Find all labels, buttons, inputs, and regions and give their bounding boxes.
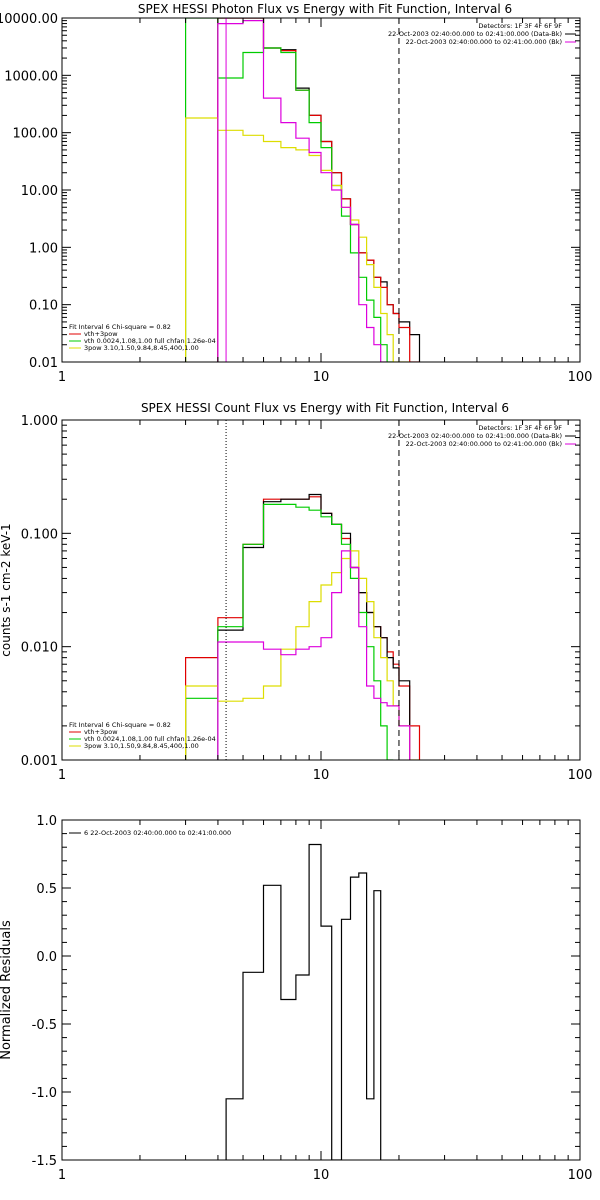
count-flux-panel: SPEX HESSI Count Flux vs Energy with Fit… bbox=[0, 401, 592, 783]
count-flux-x-tick-label: 10 bbox=[313, 768, 330, 783]
count-flux-y-tick-label: 0.010 bbox=[21, 641, 58, 656]
count-flux-series-layer bbox=[185, 493, 421, 760]
residuals-x-tick-label: 100 bbox=[568, 1168, 593, 1183]
count-flux-legend-right-text: 22-Oct-2003 02:40:00.000 to 02:41:00.000… bbox=[388, 432, 562, 440]
count-flux-axes: 1 10 100 0.001 0.010 0.100 1.000 bbox=[21, 414, 593, 783]
photon-flux-plot-area bbox=[185, 18, 421, 362]
photon-flux-series-2 bbox=[185, 18, 394, 362]
photon-flux-legend-left-text: 3pow 3.10,1.50,9.84,8.45,400,1.00 bbox=[84, 344, 199, 352]
photon-flux-legend-right-text: Detectors: 1F 3F 4F 6F 9F bbox=[478, 22, 562, 30]
residuals-x-tick-label: 1 bbox=[58, 1168, 66, 1183]
photon-flux-legend-left-text: vth 0.0024,1.08,1.00 full chfan 1.26e-04 bbox=[84, 337, 216, 345]
count-flux-plot-area bbox=[185, 420, 421, 760]
photon-flux-y-tick-label: 0.01 bbox=[29, 356, 58, 371]
photon-flux-legend-left: Fit Interval 6 Chi-square = 0.82vth+3pow… bbox=[69, 323, 216, 352]
photon-flux-legend-left-text: Fit Interval 6 Chi-square = 0.82 bbox=[69, 323, 171, 331]
photon-flux-x-tick-label: 10 bbox=[313, 370, 330, 385]
photon-flux-panel: SPEX HESSI Photon Flux vs Energy with Fi… bbox=[0, 2, 592, 385]
photon-flux-y-tick-label: 0.10 bbox=[29, 299, 58, 314]
photon-flux-title: SPEX HESSI Photon Flux vs Energy with Fi… bbox=[138, 2, 512, 16]
count-flux-legend-right-text: 22-Oct-2003 02:40:00.000 to 02:41:00.000… bbox=[406, 440, 562, 448]
photon-flux-legend-right-text: 22-Oct-2003 02:40:00.000 to 02:41:00.000… bbox=[406, 38, 562, 46]
count-flux-y-tick-label: 0.100 bbox=[21, 527, 58, 542]
count-flux-y-tick-label: 0.001 bbox=[21, 754, 58, 769]
count-flux-legend-left-text: 3pow 3.10,1.50,9.84,8.45,400,1.00 bbox=[84, 742, 199, 750]
residuals-x-tick-label: 10 bbox=[313, 1168, 330, 1183]
photon-flux-series-4 bbox=[217, 20, 388, 362]
count-flux-legend-left-text: vth+3pow bbox=[84, 728, 118, 736]
photon-flux-series-3 bbox=[185, 117, 410, 362]
count-flux-x-tick-label: 1 bbox=[58, 768, 66, 783]
residuals-plot-area bbox=[225, 843, 382, 1160]
residuals-panel: Normalized Residuals 1 10 100 -1.5 -1.0 -0.5 0… bbox=[0, 814, 592, 1183]
photon-flux-y-tick-label: 10000.00 bbox=[0, 12, 58, 27]
count-flux-y-tick-label: 1.000 bbox=[21, 414, 58, 429]
count-flux-legend-left: Fit Interval 6 Chi-square = 0.82vth+3pow… bbox=[69, 721, 216, 750]
count-flux-series-4 bbox=[217, 550, 411, 760]
photon-flux-x-tick-label: 1 bbox=[58, 370, 66, 385]
photon-flux-vline-layer bbox=[225, 18, 400, 362]
count-flux-y-axis-label: counts s-1 cm-2 keV-1 bbox=[0, 523, 13, 656]
count-flux-series-2 bbox=[185, 503, 394, 760]
residuals-y-tick-label: -1.5 bbox=[32, 1154, 57, 1169]
count-flux-legend-right-text: Detectors: 1F 3F 4F 6F 9F bbox=[478, 424, 562, 432]
photon-flux-y-tick-label: 10.00 bbox=[21, 184, 58, 199]
residuals-y-tick-label: 1.0 bbox=[36, 814, 57, 829]
photon-flux-legend-right-text: 22-Oct-2003 02:40:00.000 to 02:41:00.000… bbox=[388, 30, 562, 38]
residuals-y-axis-label: Normalized Residuals bbox=[0, 920, 14, 1060]
photon-flux-axes: 1 10 100 0.01 0.10 1.00 10.00 100.00 1000.00 1000… bbox=[0, 12, 592, 385]
count-flux-vline-layer bbox=[225, 420, 400, 760]
photon-flux-series-layer bbox=[185, 18, 421, 362]
count-flux-legend-left-text: vth 0.0024,1.08,1.00 full chfan 1.26e-04 bbox=[84, 735, 216, 743]
residuals-y-tick-label: 0.0 bbox=[36, 950, 57, 965]
residuals-axes: 1 10 100 -1.5 -1.0 -0.5 0.0 0.5 1.0 bbox=[32, 814, 593, 1183]
residuals-series-layer bbox=[225, 843, 382, 1160]
residuals-y-tick-label: 0.5 bbox=[36, 882, 57, 897]
residuals-y-tick-label: -0.5 bbox=[32, 1018, 57, 1033]
residuals-y-tick-label: -1.0 bbox=[32, 1086, 57, 1101]
count-flux-legend-left-text: Fit Interval 6 Chi-square = 0.82 bbox=[69, 721, 171, 729]
count-flux-series-1 bbox=[217, 493, 411, 760]
count-flux-x-tick-label: 100 bbox=[568, 768, 593, 783]
photon-flux-y-tick-label: 100.00 bbox=[13, 127, 59, 142]
residuals-series-0 bbox=[225, 843, 382, 1160]
count-flux-title: SPEX HESSI Count Flux vs Energy with Fit… bbox=[141, 401, 509, 415]
photon-flux-legend-left-text: vth+3pow bbox=[84, 330, 118, 338]
residuals-legend-left-text: 6 22-Oct-2003 02:40:00.000 to 02:41:00.0… bbox=[84, 829, 231, 837]
photon-flux-y-tick-label: 1.00 bbox=[29, 241, 58, 256]
residuals-legend-left: 6 22-Oct-2003 02:40:00.000 to 02:41:00.0… bbox=[69, 829, 231, 837]
photon-flux-y-tick-label: 1000.00 bbox=[4, 69, 58, 84]
photon-flux-x-tick-label: 100 bbox=[568, 370, 593, 385]
